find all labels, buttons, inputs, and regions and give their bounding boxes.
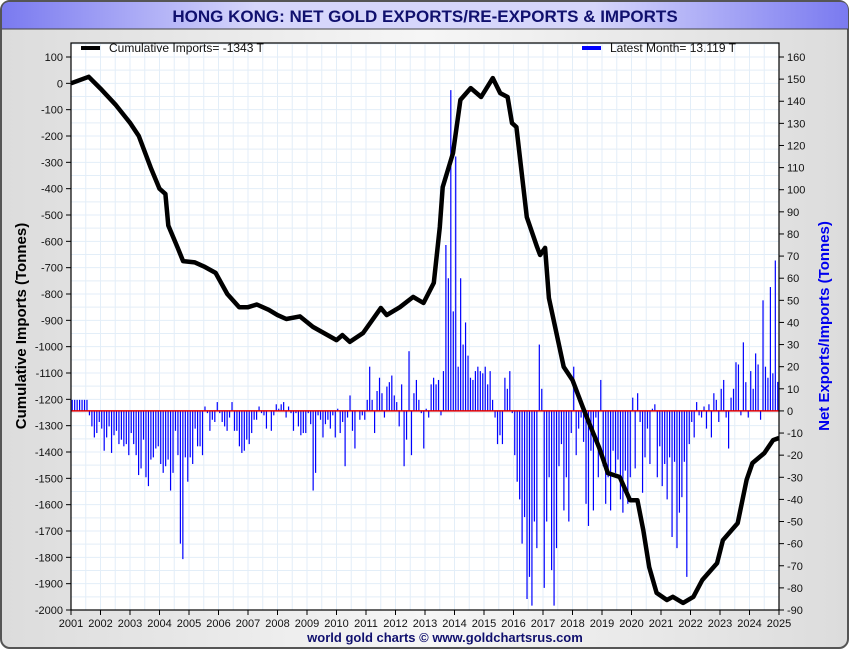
right-axis-label: Net Exports/Imports (Tonnes) [816,221,833,431]
right-tick-label: 10 [787,384,799,396]
legend-label-latest-month: Latest Month= 13.119 T [610,41,737,55]
x-tick-label: 2002 [88,618,112,630]
right-tick-label: 140 [787,96,805,108]
left-tick-label: -500 [41,210,63,222]
x-tick-label: 2017 [531,618,555,630]
right-tick-label: 150 [787,74,805,86]
chart-title: HONG KONG: NET GOLD EXPORTS/RE-EXPORTS &… [172,7,677,26]
left-tick-label: -100 [41,105,63,117]
left-tick-label: 0 [57,78,63,90]
right-tick-label: 0 [787,406,793,418]
left-tick-label: -400 [41,184,63,196]
right-tick-label: -30 [787,472,803,484]
right-tick-label: 20 [787,362,799,374]
title-bar [2,2,848,29]
x-tick-label: 2001 [59,618,83,630]
x-tick-label: 2004 [147,618,171,630]
legend-swatch-blue [582,46,601,50]
left-tick-label: -200 [41,131,63,143]
right-tick-label: 130 [787,118,805,130]
left-tick-label: -1800 [35,552,63,564]
right-tick-label: 110 [787,163,805,175]
right-tick-label: 50 [787,295,799,307]
left-tick-label: -900 [41,315,63,327]
x-tick-label: 2003 [118,618,142,630]
right-tick-label: 60 [787,273,799,285]
left-tick-label: -2000 [35,605,63,617]
right-tick-label: -80 [787,583,803,595]
right-tick-label: -20 [787,450,803,462]
x-tick-label: 2009 [295,618,319,630]
left-tick-label: -800 [41,289,63,301]
right-tick-label: -40 [787,494,803,506]
x-tick-label: 2013 [413,618,437,630]
right-tick-label: -50 [787,517,803,529]
left-tick-label: -1400 [35,447,63,459]
x-tick-label: 2024 [737,618,761,630]
left-axis-label: Cumulative Imports (Tonnes) [13,223,30,429]
left-tick-label: -1000 [35,342,63,354]
x-tick-label: 2018 [560,618,584,630]
x-tick-label: 2023 [708,618,732,630]
legend-label-cumulative: Cumulative Imports= -1343 T [109,41,265,55]
right-tick-label: 160 [787,52,805,64]
right-tick-label: 80 [787,229,799,241]
left-tick-label: 100 [45,52,63,64]
left-tick-label: -1200 [35,394,63,406]
left-tick-label: -1900 [35,579,63,591]
left-tick-label: -1700 [35,526,63,538]
x-tick-label: 2014 [442,618,466,630]
left-tick-label: -1600 [35,500,63,512]
legend: Cumulative Imports= -1343 T Latest Month… [81,41,737,55]
cumulative-imports-line [70,74,780,606]
footer-credit: world gold charts © www.goldchartsrus.co… [306,630,583,645]
x-tick-label: 2007 [236,618,260,630]
right-tick-label: 100 [787,185,805,197]
right-tick-label: 40 [787,317,799,329]
x-tick-label: 2006 [206,618,230,630]
right-tick-label: -10 [787,428,803,440]
right-tick-label: 30 [787,340,799,352]
x-tick-label: 2012 [383,618,407,630]
x-tick-label: 2021 [649,618,673,630]
x-tick-label: 2010 [324,618,348,630]
x-tick-label: 2020 [619,618,643,630]
x-tick-label: 2016 [501,618,525,630]
grid [70,43,780,611]
legend-swatch-black [81,46,100,50]
x-tick-label: 2025 [767,618,791,630]
right-tick-label: -70 [787,561,803,573]
left-tick-label: -600 [41,236,63,248]
x-tick-label: 2005 [177,618,201,630]
left-tick-label: -300 [41,157,63,169]
left-tick-label: -1500 [35,473,63,485]
x-tick-label: 2022 [678,618,702,630]
left-tick-label: -1100 [36,368,63,380]
right-tick-label: 120 [787,140,805,152]
left-tick-label: -700 [41,263,63,275]
x-tick-label: 2011 [354,618,378,630]
right-tick-label: -60 [787,539,803,551]
axes: 2001 2002 2003 2004 2005 2006 2007 2008 2009 2010… [35,52,806,630]
right-tick-label: 90 [787,207,799,219]
x-tick-label: 2008 [265,618,289,630]
left-tick-label: -1300 [35,421,63,433]
right-tick-label: 70 [787,251,799,263]
x-tick-label: 2019 [590,618,614,630]
right-tick-label: -90 [787,605,803,617]
x-tick-label: 2015 [472,618,496,630]
